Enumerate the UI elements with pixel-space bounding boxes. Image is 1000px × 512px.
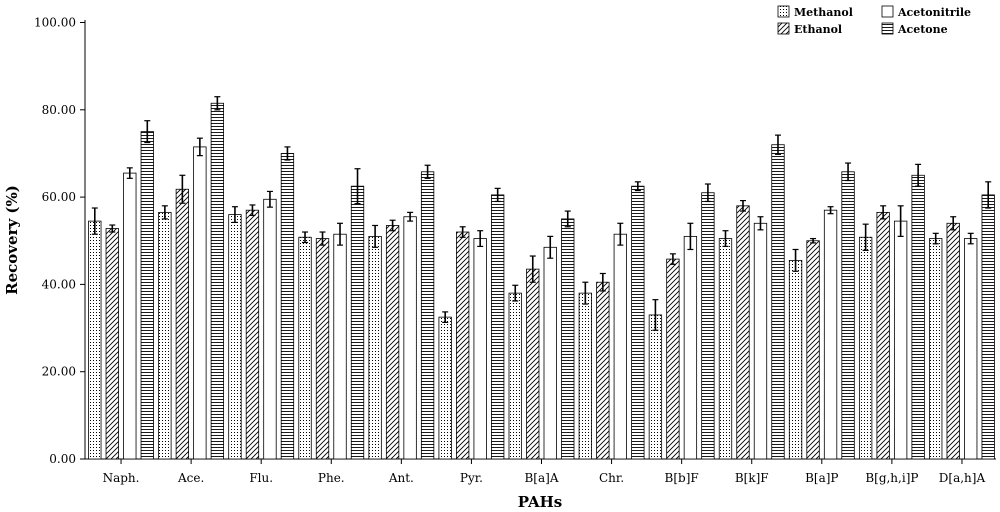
bar-acetone-3: [280, 153, 295, 460]
bar-ethanol-8: [596, 281, 610, 460]
legend-swatch-acetone: [881, 22, 894, 35]
bar-acetonitrile-3: [263, 198, 277, 460]
bar-acetone-12: [911, 174, 925, 460]
error-bars: [91, 96, 992, 331]
y-axis-title: Recovery (%): [3, 185, 21, 295]
x-tick-label: Pyr.: [460, 471, 483, 485]
bar-acetone-7: [561, 218, 575, 460]
x-tick-label: Ant.: [388, 471, 414, 485]
bar-acetonitrile-13: [964, 238, 978, 460]
bars: [88, 102, 995, 460]
bar-ethanol-10: [736, 205, 750, 460]
x-axis-ticks: Naph. Ace. Flu. Phe. Ant. Pyr. B[a]A Chr. B[b]F B…: [103, 459, 986, 485]
x-tick-label: B[a]A: [524, 471, 558, 485]
bar-methanol-2: [158, 211, 172, 460]
legend-swatch-methanol: [777, 5, 790, 18]
x-tick-label: Naph.: [103, 471, 140, 485]
legend-swatch-ethanol: [777, 22, 790, 35]
y-tick-label: 20.00: [42, 365, 76, 379]
bar-methanol-8: [578, 292, 592, 460]
legend-label-acetone: Acetone: [897, 23, 948, 36]
y-axis-ticks: 0.00 20.00 40.00 60.00 80.00 100.00: [34, 16, 85, 466]
bar-ethanol-5: [385, 225, 400, 460]
y-tick-label: 0.00: [49, 452, 76, 466]
bar-ethanol-2: [175, 188, 190, 460]
bar-methanol-13: [929, 238, 943, 460]
x-axis-title: PAHs: [518, 493, 562, 511]
x-tick-label: B[a]P: [805, 471, 838, 485]
x-tick-label: Phe.: [318, 471, 345, 485]
bar-ethanol-11: [806, 240, 820, 460]
x-tick-label: Ace.: [177, 471, 204, 485]
bar-acetonitrile-2: [193, 146, 207, 460]
bar-methanol-7: [508, 292, 522, 460]
y-tick-label: 60.00: [42, 190, 76, 204]
x-tick-label: B[g,h,i]P: [865, 471, 918, 485]
bar-acetonitrile-8: [613, 233, 627, 460]
bar-acetone-5: [420, 171, 435, 460]
bar-acetonitrile-7: [543, 246, 557, 460]
x-tick-label: Flu.: [249, 471, 273, 485]
bar-acetonitrile-4: [333, 233, 347, 460]
bar-acetone-13: [981, 194, 995, 460]
bar-methanol-11: [788, 259, 803, 460]
bar-acetone-8: [631, 185, 645, 460]
bar-methanol-10: [718, 238, 733, 460]
x-tick-label: D[a,h]A: [939, 471, 986, 485]
bar-ethanol-9: [666, 258, 680, 460]
bar-methanol-3: [228, 214, 242, 460]
x-tick-label: B[k]F: [735, 471, 769, 485]
bar-acetonitrile-10: [753, 222, 768, 460]
bar-ethanol-12: [876, 211, 890, 460]
bar-ethanol-4: [315, 238, 330, 460]
bar-methanol-12: [858, 236, 873, 460]
y-tick-label: 100.00: [34, 16, 76, 30]
bar-ethanol-7: [526, 268, 540, 460]
bar-acetone-6: [491, 194, 505, 460]
y-tick-label: 80.00: [42, 103, 76, 117]
bar-acetone-4: [350, 185, 365, 460]
bar-methanol-6: [438, 316, 452, 460]
bar-acetone-2: [210, 102, 225, 460]
bar-ethanol-1: [105, 228, 119, 460]
legend-label-methanol: Methanol: [794, 6, 853, 19]
legend-label-acetonitrile: Acetonitrile: [897, 6, 971, 19]
legend-label-ethanol: Ethanol: [794, 23, 842, 36]
bar-methanol-5: [368, 235, 382, 460]
bar-acetone-11: [841, 171, 855, 460]
bar-acetonitrile-12: [893, 220, 908, 460]
bar-methanol-1: [88, 220, 102, 460]
bar-acetonitrile-11: [823, 209, 838, 460]
bar-ethanol-13: [946, 222, 960, 460]
bar-acetonitrile-5: [403, 216, 417, 460]
bar-acetone-1: [140, 131, 154, 460]
bar-acetonitrile-9: [683, 235, 698, 460]
y-tick-label: 40.00: [42, 277, 76, 291]
legend: Methanol Ethanol Acetonitrile Acetone: [777, 5, 971, 36]
bar-acetone-9: [701, 192, 715, 460]
bar-ethanol-3: [245, 209, 260, 460]
x-tick-label: Chr.: [599, 471, 624, 485]
bar-methanol-9: [648, 314, 663, 460]
bar-acetone-10: [771, 144, 785, 460]
bar-methanol-4: [298, 236, 312, 460]
bar-acetonitrile-1: [123, 172, 137, 460]
bar-acetonitrile-6: [473, 238, 487, 460]
x-tick-label: B[b]F: [665, 471, 699, 485]
legend-swatch-acetonitrile: [881, 5, 894, 18]
bar-ethanol-6: [456, 231, 470, 460]
